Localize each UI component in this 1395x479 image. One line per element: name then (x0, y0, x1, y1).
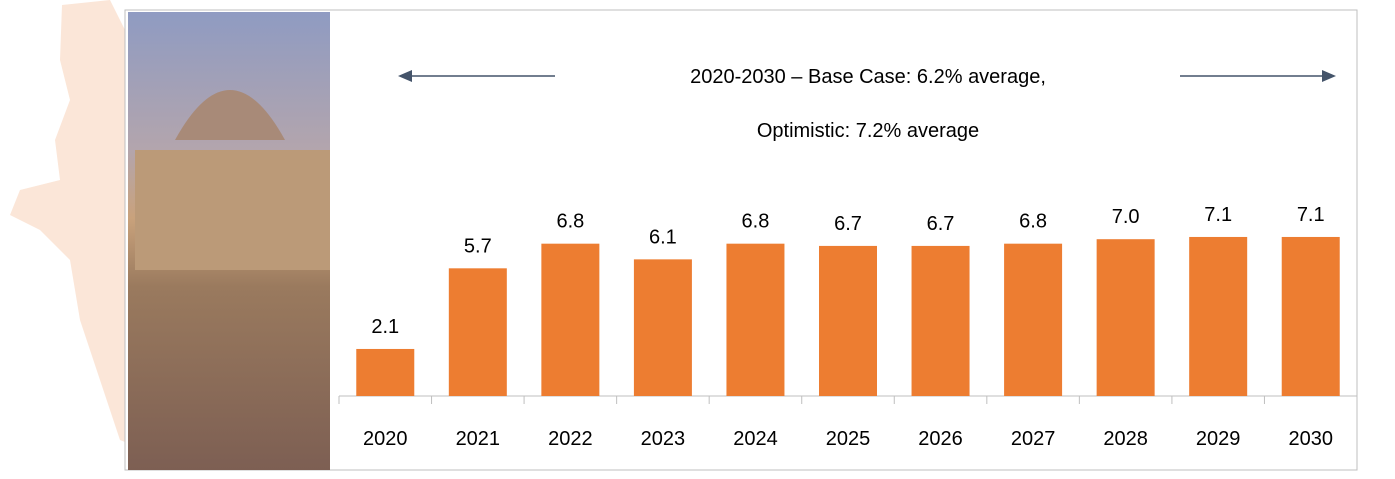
x-tick-label: 2027 (1011, 428, 1056, 450)
bar (1004, 243, 1063, 396)
x-tick-label: 2030 (1288, 428, 1333, 450)
value-label: 7.0 (1112, 206, 1140, 228)
bar (541, 243, 600, 396)
x-tick-label: 2024 (733, 428, 778, 450)
annotation: 2020-2030 – Base Case: 6.2% average, (690, 66, 1046, 88)
x-tick-label: 2025 (826, 428, 871, 450)
annotation: Optimistic: 7.2% average (757, 120, 979, 142)
bar (911, 245, 970, 396)
x-tick-label: 2029 (1196, 428, 1241, 450)
bar (726, 243, 785, 396)
bar (448, 268, 507, 396)
x-tick-label: 2028 (1103, 428, 1148, 450)
x-tick-label: 2023 (641, 428, 686, 450)
bar (1281, 236, 1340, 396)
bar (1096, 239, 1155, 396)
x-tick-label: 2022 (548, 428, 593, 450)
arrow-left-head (398, 70, 412, 82)
value-label: 6.7 (834, 213, 862, 235)
value-label: 6.7 (927, 213, 955, 235)
value-label: 6.8 (1019, 211, 1047, 233)
photo-building (135, 150, 330, 270)
photo-dome (175, 90, 285, 140)
bar (633, 259, 692, 396)
bar (1189, 236, 1248, 396)
arrow-right-head (1322, 70, 1336, 82)
x-tick-label: 2021 (456, 428, 501, 450)
bar (356, 348, 415, 396)
bar (819, 245, 877, 396)
value-label: 6.8 (742, 211, 770, 233)
value-label: 7.1 (1297, 204, 1325, 226)
value-label: 7.1 (1204, 204, 1232, 226)
x-tick-label: 2026 (918, 428, 963, 450)
value-label: 6.1 (649, 226, 677, 248)
value-label: 5.7 (464, 235, 492, 257)
value-label: 6.8 (556, 211, 584, 233)
x-tick-label: 2020 (363, 428, 408, 450)
value-label: 2.1 (371, 316, 399, 338)
